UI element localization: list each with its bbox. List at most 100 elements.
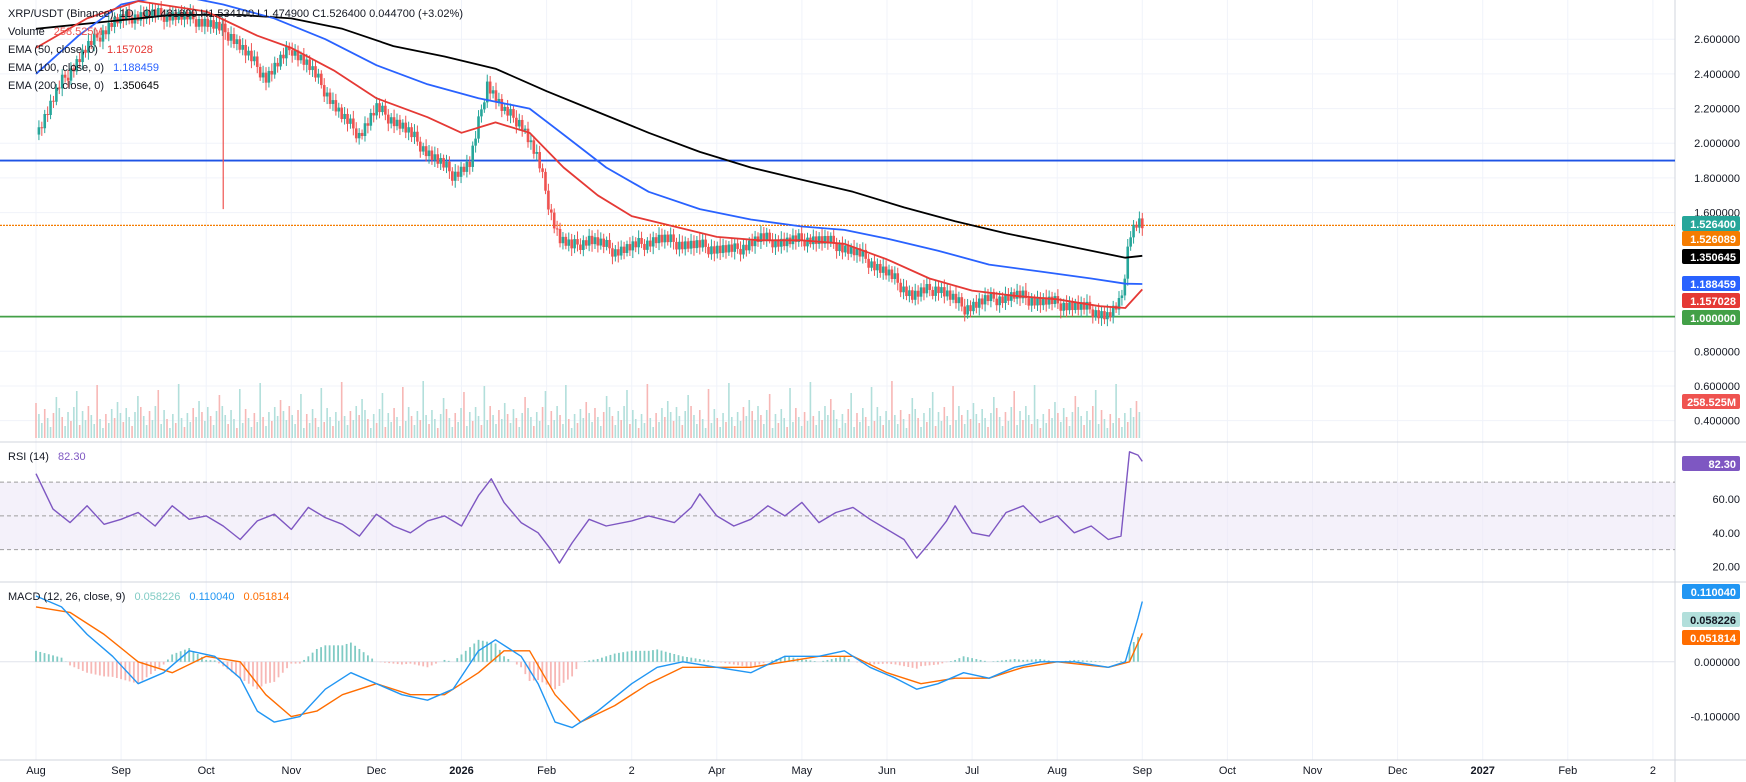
candle-body: [876, 263, 879, 271]
volume-bar: [454, 413, 457, 438]
volume-bar: [675, 407, 678, 438]
candle-body: [625, 244, 629, 253]
candle-body: [762, 233, 766, 241]
volume-bar: [1007, 421, 1010, 438]
rsi-legend[interactable]: RSI (14) 82.30: [8, 449, 92, 465]
volume-bar: [902, 419, 905, 438]
macd-badge: [1682, 630, 1740, 645]
volume-bar: [305, 414, 308, 438]
candle-body: [509, 109, 512, 116]
candle-body: [940, 287, 943, 294]
price-badge: [1682, 310, 1740, 325]
symbol-legend[interactable]: XRP/USDT (Binance), 1D O1.481800 H1.5341…: [8, 6, 469, 22]
volume-bar: [370, 428, 372, 438]
candle-body: [558, 228, 562, 244]
candle-body: [1085, 301, 1089, 310]
price-tick-label: 2.400000: [1694, 69, 1740, 81]
macd-hist-bar: [230, 661, 233, 673]
volume-bar: [506, 414, 509, 438]
volume-bar: [402, 387, 404, 438]
volume-bar: [559, 415, 561, 438]
volume-bar: [588, 413, 590, 438]
candle-body: [561, 236, 565, 244]
macd-hist-bar: [294, 661, 297, 664]
volume-bar: [1054, 402, 1056, 438]
candle-body: [523, 128, 527, 131]
candle-body: [704, 239, 707, 247]
macd-hist-bar: [1086, 660, 1088, 662]
macd-hist-bar: [447, 660, 450, 662]
candle-body: [439, 158, 442, 164]
candle-body: [750, 240, 754, 247]
candle-body: [1039, 297, 1042, 306]
ema100-legend[interactable]: EMA (100, close, 0) 1.188459: [8, 60, 165, 76]
candle-body: [736, 243, 739, 249]
volume-bar: [550, 411, 553, 438]
volume-bar: [1025, 406, 1027, 438]
macd-hist-bar: [243, 661, 246, 681]
macd-hist-bar: [903, 661, 905, 667]
volume-bar: [52, 413, 55, 438]
volume-bar: [268, 412, 270, 438]
macd-hist-bar: [937, 661, 939, 665]
macd-legend[interactable]: MACD (12, 26, close, 9) 0.058226 0.11004…: [8, 589, 295, 605]
volume-legend[interactable]: Volume 258.525M: [8, 24, 109, 40]
candle-body: [314, 66, 317, 78]
volume-bar: [495, 424, 497, 438]
macd-hist-bar: [622, 652, 625, 662]
macd-hist-bar: [749, 661, 752, 668]
volume-bar: [84, 420, 87, 438]
candle-body: [127, 11, 131, 18]
ema200-legend[interactable]: EMA (200, close, 0) 1.350645: [8, 78, 165, 94]
candle-body: [820, 236, 824, 244]
macd-hist-bar: [213, 660, 216, 662]
volume-bar: [911, 398, 914, 438]
ema50-legend[interactable]: EMA (50, close, 0) 1.157028: [8, 42, 159, 58]
volume-bar: [969, 419, 972, 438]
volume-bar: [393, 408, 395, 438]
ema200-value: 1.350645: [113, 80, 159, 92]
macd-hist-bar: [707, 660, 710, 662]
macd-hist-bar: [1115, 661, 1118, 662]
candle-body: [142, 12, 146, 20]
candle-body: [337, 107, 341, 112]
macd-hist-bar: [366, 655, 369, 662]
volume-bar: [940, 421, 943, 438]
macd-hist-bar: [886, 661, 888, 664]
volume-bar: [634, 419, 637, 438]
macd-hist-bar: [507, 659, 510, 662]
volume-bar: [1094, 390, 1097, 438]
volume-bar: [355, 406, 358, 438]
volume-bar: [521, 413, 523, 438]
volume-bar: [632, 410, 634, 438]
volume-bar: [565, 385, 567, 438]
volume-bar: [602, 412, 605, 438]
macd-hist-bar: [669, 652, 671, 662]
volume-bar: [300, 394, 302, 438]
candle-body: [995, 298, 999, 306]
macd-hist-bar: [652, 650, 654, 662]
macd-hist-bar: [1047, 660, 1050, 662]
macd-hist-bar: [954, 659, 956, 662]
macd-hist-bar: [788, 656, 791, 662]
volume-bar: [742, 407, 745, 438]
macd-hist-bar: [94, 661, 97, 675]
volume-bar: [1089, 420, 1091, 438]
macd-hist-bar: [47, 654, 50, 662]
macd-hist-bar: [43, 653, 46, 662]
macd-hist-bar: [205, 659, 208, 662]
candle-body: [587, 235, 591, 246]
candle-body: [180, 12, 183, 20]
volume-bar: [934, 426, 937, 438]
macd-hist-bar: [481, 640, 484, 662]
volume-bar: [1030, 424, 1033, 438]
volume-bar: [419, 420, 422, 438]
price-badge: [1682, 293, 1740, 308]
candle-body: [221, 23, 224, 31]
price-badge: [1682, 249, 1740, 264]
candle-body: [331, 100, 335, 104]
volume-bar: [320, 388, 323, 438]
candle-body: [538, 152, 541, 169]
volume-bar: [611, 416, 614, 438]
